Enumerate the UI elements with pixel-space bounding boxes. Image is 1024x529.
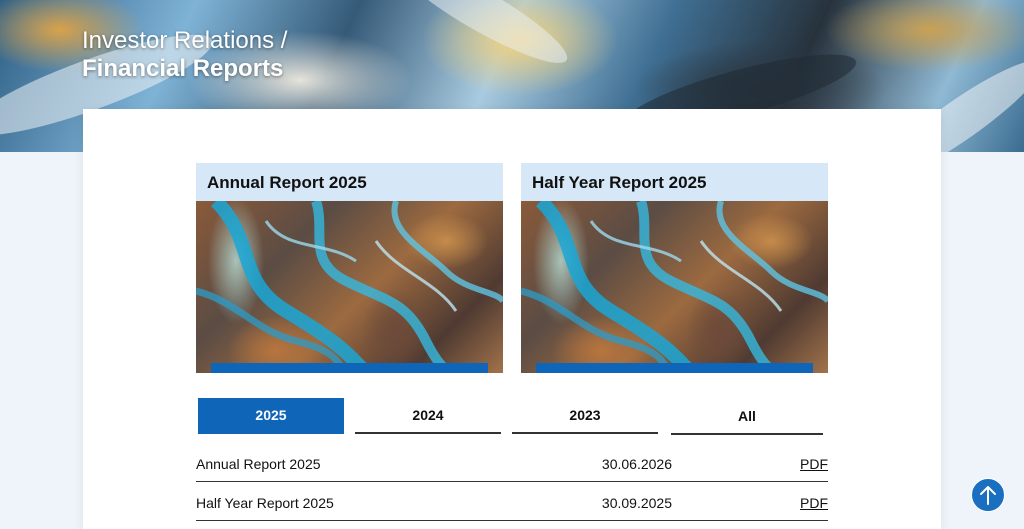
tab-2023[interactable]: 2023 bbox=[512, 398, 658, 434]
reports-table: Annual Report 2025 30.06.2026 PDF Half Y… bbox=[196, 443, 828, 521]
tab-2025[interactable]: 2025 bbox=[198, 398, 344, 434]
hero-texture bbox=[383, 0, 577, 78]
report-name: Half Year Report 2025 bbox=[196, 495, 334, 511]
tab-all[interactable]: All bbox=[671, 399, 823, 435]
download-pdf-button[interactable]: DOWNLOAD PDF bbox=[536, 363, 813, 373]
report-date: 30.06.2026 bbox=[601, 456, 672, 472]
river-image bbox=[196, 201, 503, 373]
table-row: Half Year Report 2025 30.09.2025 PDF bbox=[196, 482, 828, 521]
card-image: DOWNLOAD PDF bbox=[521, 201, 828, 373]
card-image: DOWNLOAD PDF bbox=[196, 201, 503, 373]
content-panel: Annual Report 2025 DOWNLOAD PDF Half Yea… bbox=[83, 109, 941, 529]
scroll-to-top-button[interactable] bbox=[971, 478, 1005, 512]
pdf-link[interactable]: PDF bbox=[800, 495, 828, 511]
report-card-annual: Annual Report 2025 DOWNLOAD PDF bbox=[196, 163, 503, 373]
download-pdf-button[interactable]: DOWNLOAD PDF bbox=[211, 363, 488, 373]
report-name: Annual Report 2025 bbox=[196, 456, 321, 472]
table-row: Annual Report 2025 30.06.2026 PDF bbox=[196, 443, 828, 482]
report-card-half-year: Half Year Report 2025 DOWNLOAD PDF bbox=[521, 163, 828, 373]
pdf-link[interactable]: PDF bbox=[800, 456, 828, 472]
page-title: Financial Reports bbox=[82, 55, 284, 82]
card-title: Half Year Report 2025 bbox=[532, 173, 707, 192]
card-header: Annual Report 2025 bbox=[196, 163, 503, 201]
page-header: Investor Relations / Financial Reports bbox=[82, 27, 287, 83]
year-tabs: 2025 2024 2023 All bbox=[196, 398, 836, 435]
breadcrumb[interactable]: Investor Relations / bbox=[82, 27, 288, 54]
card-header: Half Year Report 2025 bbox=[521, 163, 828, 201]
arrow-up-icon bbox=[980, 486, 996, 505]
card-title: Annual Report 2025 bbox=[207, 173, 367, 192]
river-image bbox=[521, 201, 828, 373]
report-date: 30.09.2025 bbox=[601, 495, 672, 511]
tab-2024[interactable]: 2024 bbox=[355, 398, 501, 434]
